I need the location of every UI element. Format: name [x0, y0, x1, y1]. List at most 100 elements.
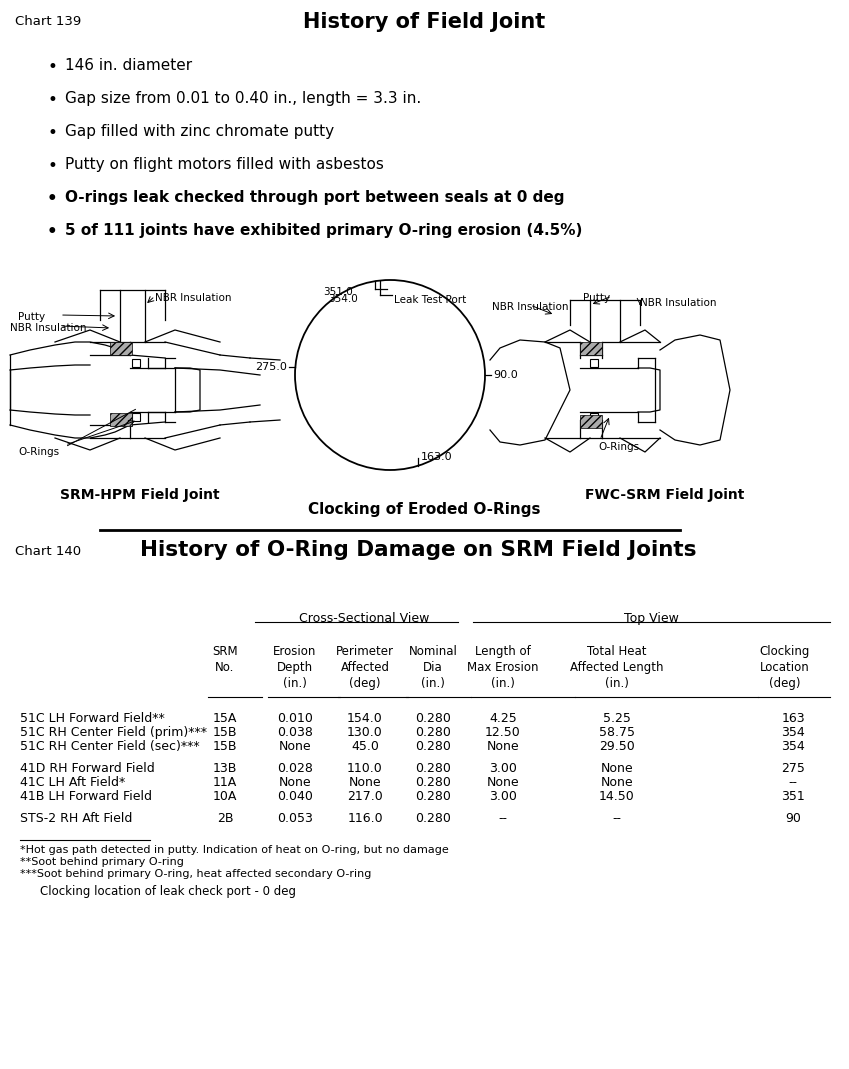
Text: 217.0: 217.0 [347, 790, 383, 803]
Text: 41B LH Forward Field: 41B LH Forward Field [20, 790, 152, 803]
Text: O-Rings: O-Rings [598, 441, 639, 452]
Text: 51C LH Forward Field**: 51C LH Forward Field** [20, 712, 165, 725]
Text: Total Heat
Affected Length
(in.): Total Heat Affected Length (in.) [571, 645, 664, 690]
Text: 0.280: 0.280 [415, 812, 451, 825]
Text: History of O-Ring Damage on SRM Field Joints: History of O-Ring Damage on SRM Field Jo… [140, 540, 696, 560]
Text: •: • [47, 58, 57, 76]
Text: 15B: 15B [213, 740, 237, 753]
Text: FWC-SRM Field Joint: FWC-SRM Field Joint [585, 489, 745, 502]
Text: NBR Insulation: NBR Insulation [155, 293, 232, 303]
Text: •: • [47, 157, 57, 175]
Text: 116.0: 116.0 [347, 812, 383, 825]
Text: 275.0: 275.0 [256, 361, 287, 372]
Text: 90: 90 [785, 812, 801, 825]
Text: 146 in. diameter: 146 in. diameter [65, 58, 192, 73]
Text: 15A: 15A [213, 712, 237, 725]
Bar [590, 413, 598, 421]
Text: NBR Insulation: NBR Insulation [640, 298, 717, 308]
Text: 0.028: 0.028 [277, 762, 313, 775]
Text: ***Soot behind primary O-ring, heat affected secondary O-ring: ***Soot behind primary O-ring, heat affe… [20, 869, 371, 879]
Bar [132, 359, 140, 367]
Text: 12.50: 12.50 [485, 726, 521, 739]
Text: NBR Insulation: NBR Insulation [10, 323, 87, 334]
Text: 3.00: 3.00 [489, 762, 517, 775]
Text: Clocking of Eroded O-Rings: Clocking of Eroded O-Rings [307, 502, 540, 517]
Text: SRM-HPM Field Joint: SRM-HPM Field Joint [60, 489, 220, 502]
Text: Perimeter
Affected
(deg): Perimeter Affected (deg) [336, 645, 394, 690]
Bar [580, 342, 602, 355]
Bar [580, 415, 602, 428]
Text: 29.50: 29.50 [599, 740, 635, 753]
Text: 0.280: 0.280 [415, 790, 451, 803]
Text: •: • [47, 91, 57, 109]
Text: 0.053: 0.053 [277, 812, 313, 825]
Text: 5 of 111 joints have exhibited primary O-ring erosion (4.5%): 5 of 111 joints have exhibited primary O… [65, 223, 582, 238]
Text: 0.280: 0.280 [415, 740, 451, 753]
Text: 354: 354 [781, 740, 805, 753]
Text: 351.0: 351.0 [323, 288, 353, 297]
Text: 130.0: 130.0 [347, 726, 383, 739]
Text: 11A: 11A [213, 776, 237, 789]
Text: Length of
Max Erosion
(in.): Length of Max Erosion (in.) [467, 645, 539, 690]
Text: 354: 354 [781, 726, 805, 739]
Text: None: None [349, 776, 381, 789]
Text: --: -- [498, 812, 508, 825]
Text: 163: 163 [781, 712, 805, 725]
Text: 14.50: 14.50 [599, 790, 635, 803]
Text: 0.280: 0.280 [415, 776, 451, 789]
Text: --: -- [612, 812, 621, 825]
Text: Cross-Sectional View: Cross-Sectional View [299, 611, 430, 625]
Text: 2B: 2B [216, 812, 233, 825]
Text: History of Field Joint: History of Field Joint [303, 12, 545, 32]
Text: 0.010: 0.010 [277, 712, 313, 725]
Text: 13B: 13B [213, 762, 237, 775]
Text: 5.25: 5.25 [603, 712, 631, 725]
Text: NBR Insulation: NBR Insulation [492, 303, 569, 312]
Text: Gap size from 0.01 to 0.40 in., length = 3.3 in.: Gap size from 0.01 to 0.40 in., length =… [65, 91, 421, 106]
Bar [110, 413, 132, 427]
Text: None: None [601, 776, 633, 789]
Text: 51C RH Center Field (prim)***: 51C RH Center Field (prim)*** [20, 726, 207, 739]
Text: Gap filled with zinc chromate putty: Gap filled with zinc chromate putty [65, 124, 335, 139]
Text: None: None [486, 776, 520, 789]
Text: Top View: Top View [624, 611, 679, 625]
Text: 354.0: 354.0 [329, 294, 358, 304]
Text: Putty: Putty [18, 312, 45, 322]
Text: •: • [47, 223, 58, 241]
Text: --: -- [789, 776, 797, 789]
Text: Erosion
Depth
(in.): Erosion Depth (in.) [273, 645, 317, 690]
Text: 4.25: 4.25 [489, 712, 517, 725]
Text: O-Rings: O-Rings [18, 447, 59, 458]
Text: 110.0: 110.0 [347, 762, 383, 775]
Text: Chart 140: Chart 140 [15, 545, 82, 558]
Text: 41D RH Forward Field: 41D RH Forward Field [20, 762, 155, 775]
Text: Clocking location of leak check port - 0 deg: Clocking location of leak check port - 0… [40, 885, 296, 898]
Text: 0.038: 0.038 [277, 726, 313, 739]
Text: 90.0: 90.0 [493, 370, 518, 379]
Bar [132, 413, 140, 421]
Text: Putty: Putty [583, 293, 610, 303]
Text: SRM
No.: SRM No. [212, 645, 238, 673]
Text: 10A: 10A [213, 790, 237, 803]
Text: Putty on flight motors filled with asbestos: Putty on flight motors filled with asbes… [65, 157, 384, 172]
Text: Leak Test Port: Leak Test Port [394, 295, 466, 305]
Text: 58.75: 58.75 [599, 726, 635, 739]
Text: *Hot gas path detected in putty. Indication of heat on O-ring, but no damage: *Hot gas path detected in putty. Indicat… [20, 845, 449, 855]
Text: None: None [278, 776, 312, 789]
Text: 45.0: 45.0 [351, 740, 379, 753]
Text: 351: 351 [781, 790, 805, 803]
Text: 51C RH Center Field (sec)***: 51C RH Center Field (sec)*** [20, 740, 200, 753]
Text: 0.280: 0.280 [415, 712, 451, 725]
Text: 0.040: 0.040 [277, 790, 313, 803]
Text: •: • [47, 190, 58, 208]
Text: 3.00: 3.00 [489, 790, 517, 803]
Text: Clocking
Location
(deg): Clocking Location (deg) [760, 645, 810, 690]
Text: 154.0: 154.0 [347, 712, 383, 725]
Text: None: None [486, 740, 520, 753]
Text: 275: 275 [781, 762, 805, 775]
Text: 0.280: 0.280 [415, 726, 451, 739]
Text: O-rings leak checked through port between seals at 0 deg: O-rings leak checked through port betwee… [65, 190, 565, 205]
Text: **Soot behind primary O-ring: **Soot behind primary O-ring [20, 857, 184, 867]
Text: STS-2 RH Aft Field: STS-2 RH Aft Field [20, 812, 132, 825]
Text: 15B: 15B [213, 726, 237, 739]
